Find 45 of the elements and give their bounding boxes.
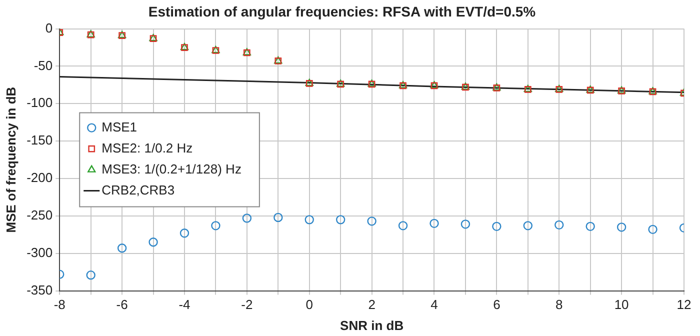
point [398,221,408,230]
point [148,238,158,247]
x-tick-label: 12 [676,297,692,312]
point [274,212,283,222]
point [86,270,96,280]
x-tick-label: 10 [614,297,629,312]
point [554,220,564,230]
x-tick-label: -6 [116,297,128,312]
chart-title: Estimation of angular frequencies: RFSA with EVT/d=0.5% [148,3,536,20]
y-tick-label: -100 [26,95,53,110]
y-tick-label: 0 [45,20,53,36]
x-tick-label: 0 [306,297,313,312]
point [117,244,127,253]
x-tick-label: -8 [54,297,66,312]
y-tick-label: -200 [26,170,53,186]
point [648,224,658,234]
y-tick-label: -150 [26,132,53,148]
legend-label: MSE1 [102,119,138,134]
point [211,221,220,230]
point [492,222,502,232]
point [336,215,346,224]
x-axis-title: SNR in dB [340,318,404,333]
legend-label: MSE2: 1/0.2 Hz [102,140,193,156]
point [242,214,252,223]
point [304,215,314,224]
point [430,218,439,228]
x-tick-label: 8 [556,297,563,312]
x-tick-label: 2 [368,297,376,312]
legend-label: MSE3: 1/(0.2+1/128) Hz [102,161,242,176]
y-tick-label: -350 [26,282,53,298]
point [523,221,533,230]
point [460,220,470,229]
point [180,228,190,238]
y-tick-label: -50 [34,58,53,73]
point [586,222,595,232]
legend-label: CRB2,CRB3 [102,182,175,198]
y-tick-label: -300 [26,244,53,260]
point [616,222,626,232]
x-tick-label: -4 [178,297,190,312]
point [367,216,376,226]
y-tick-label: -250 [26,208,53,223]
x-tick-label: -2 [241,297,253,312]
x-tick-label: 4 [430,297,438,312]
x-tick-label: 6 [493,297,500,312]
y-axis-title: MSE of frequency in dB [3,86,18,233]
